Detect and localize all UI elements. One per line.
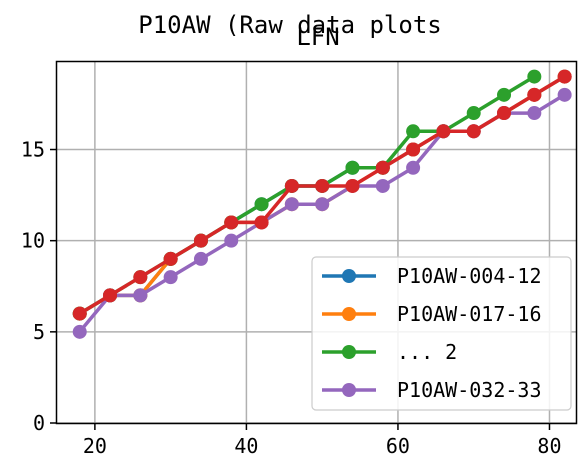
data-point [406,160,421,175]
data-point [375,160,390,175]
legend-label: P10AW-017-16 [397,302,542,326]
data-point [527,87,542,102]
data-point [527,69,542,84]
data-point [497,87,512,102]
axis-ticks: 20 40 60 80 0 5 10 15 [21,138,562,458]
y-tick-label: 10 [21,229,45,253]
legend-entry: P10AW-032-33 [322,378,542,402]
legend-entry: P10AW-004-12 [322,264,542,288]
y-tick-label: 15 [21,138,45,162]
data-point [436,124,451,139]
data-point [315,197,330,212]
data-point [284,197,299,212]
data-point [224,233,239,248]
x-tick-label: 20 [83,434,107,458]
data-point [497,106,512,121]
x-tick-label: 60 [386,434,410,458]
legend-label: ... 2 [397,340,457,364]
chart-title: P10AW (Raw data plots [138,11,441,39]
legend-entry: ... 2 [322,340,457,364]
series-layer [72,69,572,339]
legend: P10AW-004-12 P10AW-017-16 ... 2 P10AW-032-3… [311,256,572,411]
legend-entry: P10AW-017-16 [322,302,542,326]
data-point [254,215,269,230]
legend-marker [342,383,356,397]
data-point [345,160,360,175]
data-point [193,233,208,248]
data-point [193,251,208,266]
legend-label: P10AW-032-33 [397,378,542,402]
legend-label: P10AW-004-12 [397,264,542,288]
data-point [466,106,481,121]
data-point [224,215,239,230]
data-point [557,69,572,84]
legend-marker [342,269,356,283]
data-point [72,324,87,339]
y-tick-label: 0 [33,411,45,435]
data-point [254,197,269,212]
chart-subtitle: LFN [296,23,339,51]
data-point [163,251,178,266]
legend-marker [342,307,356,321]
data-point [375,178,390,193]
x-tick-label: 80 [537,434,561,458]
data-point [284,178,299,193]
data-point [103,288,118,303]
plot-frame [55,60,578,425]
series-4 [72,69,572,321]
data-point [466,124,481,139]
data-point [557,87,572,102]
data-point [345,178,360,193]
x-tick-label: 40 [234,434,258,458]
data-point [406,142,421,157]
legend-marker [342,345,356,359]
data-point [133,270,148,285]
data-point [527,106,542,121]
y-tick-label: 5 [33,320,45,344]
data-point [133,288,148,303]
data-point [406,124,421,139]
data-point [72,306,87,321]
legend-box [311,256,572,411]
data-point [163,270,178,285]
data-point [315,178,330,193]
